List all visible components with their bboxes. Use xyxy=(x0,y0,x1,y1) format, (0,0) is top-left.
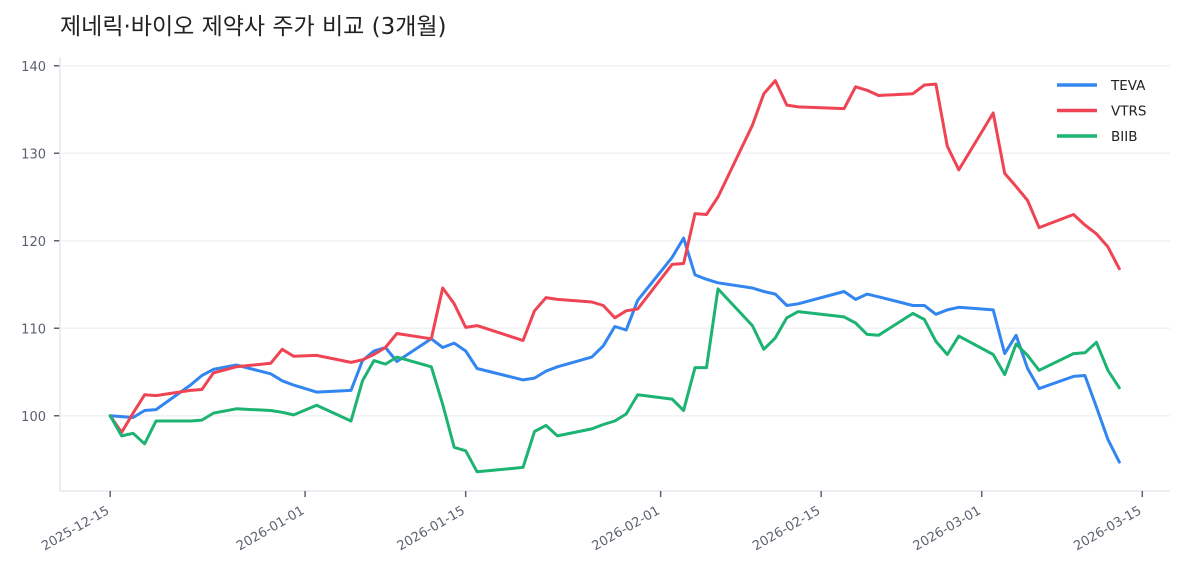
x-tick-label: 2026-01-01 xyxy=(234,503,307,554)
legend: TEVA VTRS BIIB xyxy=(1057,78,1146,145)
x-tick-label: 2026-03-01 xyxy=(911,503,984,554)
series-lines xyxy=(108,79,1121,474)
y-tick-label: 140 xyxy=(21,60,46,75)
y-tick-label: 110 xyxy=(21,322,46,337)
series-line-teva xyxy=(108,236,1121,464)
y-tick-label: 130 xyxy=(21,147,46,162)
x-tick-label: 2025-12-15 xyxy=(39,503,112,554)
legend-label-vtrs: VTRS xyxy=(1111,104,1146,120)
x-tick-label: 2026-02-15 xyxy=(750,503,823,554)
series-line-vtrs xyxy=(108,79,1121,434)
legend-label-biib: BIIB xyxy=(1111,129,1138,145)
x-tick-label: 2026-01-15 xyxy=(395,503,468,554)
series-line-biib xyxy=(108,287,1121,474)
chart-title: 제네릭·바이오 제약사 주가 비교 (3개월) xyxy=(60,14,447,40)
legend-label-teva: TEVA xyxy=(1110,78,1146,94)
x-tick-label: 2026-03-15 xyxy=(1071,503,1144,554)
x-tick-label: 2026-02-01 xyxy=(590,503,663,554)
y-tick-label: 120 xyxy=(21,235,46,250)
y-tick-label: 100 xyxy=(21,410,46,425)
grid xyxy=(60,65,1170,417)
